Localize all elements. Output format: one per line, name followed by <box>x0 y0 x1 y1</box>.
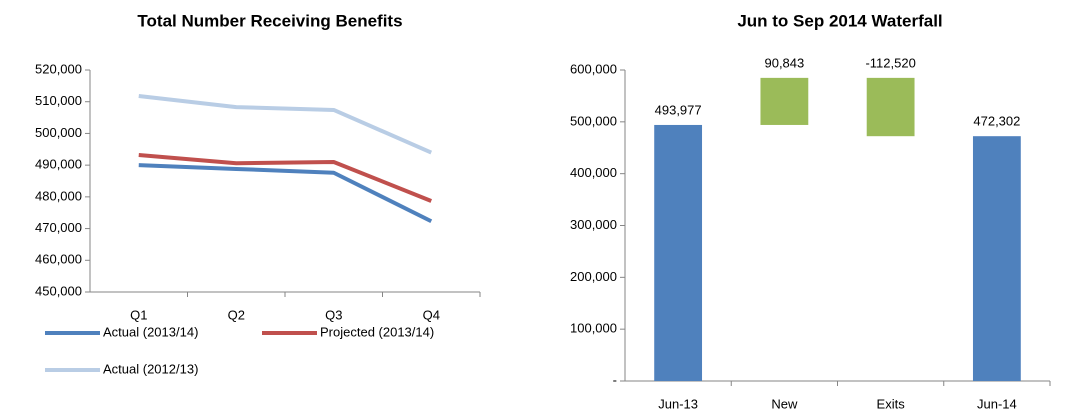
x-tick-label: Q4 <box>423 307 440 322</box>
line <box>138 94 433 155</box>
y-tick-label: 500,000 <box>35 125 82 140</box>
bar <box>654 124 703 381</box>
y-tick-label: 600,000 <box>570 61 617 76</box>
bar <box>866 77 915 137</box>
data-label: -112,520 <box>865 55 915 70</box>
legend-label: Actual (2012/13) <box>103 361 198 376</box>
x-tick-label: Jun-14 <box>977 396 1017 411</box>
y-tick-label: 400,000 <box>570 165 617 180</box>
x-tick-label: Q1 <box>130 307 147 322</box>
legend-label: Actual (2013/14) <box>103 324 198 339</box>
y-tick-label: - <box>613 372 617 387</box>
bar <box>760 77 809 125</box>
x-tick-label: Exits <box>877 396 906 411</box>
y-tick-label: 490,000 <box>35 157 82 172</box>
y-tick-label: 100,000 <box>570 321 617 336</box>
x-tick-label: Q3 <box>325 307 342 322</box>
y-tick-label: 470,000 <box>35 220 82 235</box>
data-label: 493,977 <box>655 102 702 117</box>
x-tick-label: New <box>771 396 798 411</box>
y-tick-label: 480,000 <box>35 188 82 203</box>
line <box>138 163 433 224</box>
y-tick-label: 300,000 <box>570 217 617 232</box>
x-tick-label: Q2 <box>228 307 245 322</box>
y-tick-label: 520,000 <box>35 61 82 76</box>
y-tick-label: 450,000 <box>35 283 82 298</box>
y-tick-label: 200,000 <box>570 269 617 284</box>
bar <box>972 136 1021 381</box>
legend-label: Projected (2013/14) <box>320 324 434 339</box>
y-tick-label: 510,000 <box>35 93 82 108</box>
y-tick-label: 500,000 <box>570 113 617 128</box>
y-tick-label: 460,000 <box>35 252 82 267</box>
chart-title: Jun to Sep 2014 Waterfall <box>737 11 942 30</box>
x-tick-label: Jun-13 <box>658 396 698 411</box>
data-label: 90,843 <box>764 55 804 70</box>
chart-title: Total Number Receiving Benefits <box>137 11 402 30</box>
line <box>138 153 432 203</box>
data-label: 472,302 <box>973 114 1020 129</box>
